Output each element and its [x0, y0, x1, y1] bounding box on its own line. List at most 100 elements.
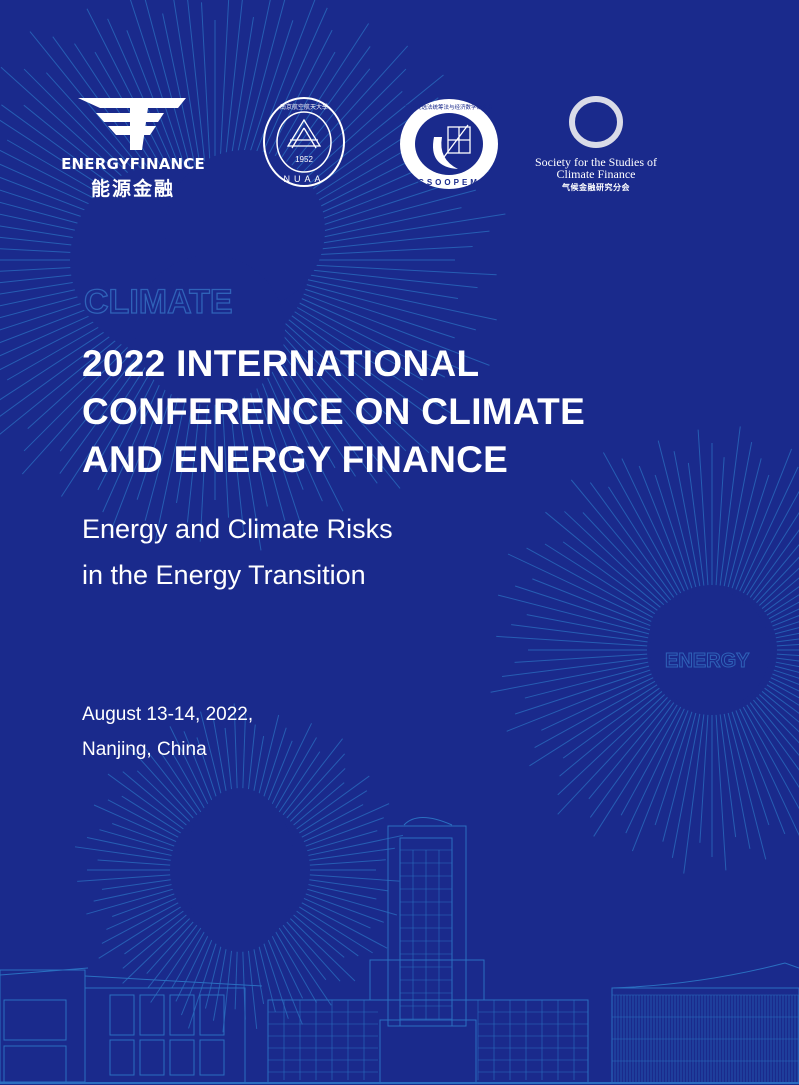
- sunburst-ray: [654, 474, 693, 589]
- sunburst-ray: [74, 43, 164, 181]
- sunburst-ray: [266, 339, 356, 477]
- sunburst-ray: [498, 594, 650, 635]
- ring-icon: [569, 96, 623, 148]
- sunburst-ray: [200, 2, 211, 166]
- sunburst-ray: [297, 307, 424, 381]
- sunburst-ray: [309, 879, 389, 892]
- sunburst-ray: [502, 657, 648, 678]
- sunburst-ray: [261, 936, 289, 1019]
- sunburst-ray: [265, 740, 293, 806]
- sunburst-ray: [731, 711, 770, 826]
- sunburst-ray: [631, 710, 689, 852]
- sunburst-ray: [772, 615, 799, 627]
- sunburst-ray: [278, 330, 384, 448]
- sunburst-ray: [749, 529, 799, 598]
- sunburst-ray: [774, 627, 799, 635]
- sunburst-ray: [288, 74, 444, 201]
- sunburst-ray: [570, 479, 671, 601]
- sunburst-ray: [296, 775, 370, 830]
- sunburst-ray: [0, 66, 145, 197]
- sunburst-ray: [557, 697, 668, 815]
- sunburst-ray: [306, 189, 476, 236]
- sunburst-ray: [265, 934, 303, 1025]
- sunburst-ray: [124, 910, 184, 955]
- sunburst-ray: [731, 474, 770, 589]
- sunburst-ray: [286, 921, 341, 982]
- sunburst-ray: [307, 207, 462, 241]
- sunburst-ray: [308, 213, 506, 246]
- sunburst-ray: [715, 714, 727, 871]
- sunburst-ray: [308, 884, 377, 900]
- sunburst-ray: [293, 782, 345, 826]
- sunburst-ray: [753, 699, 799, 756]
- sunburst-ray: [526, 547, 656, 620]
- sunburst-ray: [761, 577, 799, 609]
- sunburst-ray: [608, 486, 678, 596]
- sunburst-ray: [753, 544, 799, 601]
- sunburst-ray: [229, 16, 254, 167]
- sunburst-ray: [294, 311, 452, 415]
- event-location: Nanjing, China: [82, 739, 207, 760]
- sunburst-ray: [602, 452, 682, 594]
- sunburst-ray: [251, 735, 265, 802]
- sunburst-ray: [146, 921, 194, 974]
- sunburst-ray: [657, 440, 697, 588]
- sunburst-ray: [303, 803, 390, 842]
- sunburst-ray: [588, 699, 671, 800]
- sunburst-ray: [224, 727, 234, 801]
- sunburst-ray: [23, 326, 149, 452]
- sunburst-ray: [541, 677, 654, 731]
- sunburst-ray: [507, 553, 654, 623]
- sunburst-ray: [742, 490, 799, 594]
- sunburst-ray: [196, 737, 219, 804]
- energyfinance-logo: ENERGYFINANCE 能源金融: [48, 95, 218, 201]
- sunburst-ray: [719, 426, 741, 586]
- sunburst-ray: [625, 708, 685, 834]
- sunburst-ray: [301, 902, 388, 949]
- sunburst-ray: [278, 751, 321, 813]
- sunburst-ray: [589, 482, 675, 598]
- sunburst-ray: [285, 323, 430, 454]
- sunburst-ray: [746, 704, 799, 789]
- sunburst-ray: [687, 462, 705, 586]
- sunburst-ray: [175, 932, 210, 1002]
- building-window-grid: [267, 849, 799, 1084]
- sunburst-ray: [121, 795, 181, 834]
- sunburst-ray: [256, 714, 280, 803]
- nuaa-label: NUAA: [283, 174, 324, 184]
- sunburst-ray: [144, 0, 191, 169]
- sunburst-ray: [727, 458, 762, 588]
- sunburst-ray: [86, 888, 173, 915]
- sunburst-ray: [305, 893, 384, 923]
- sunburst-ray: [562, 687, 660, 759]
- sunburst-ray: [309, 859, 386, 866]
- sunburst-ray: [278, 45, 409, 190]
- sunburst-ray: [200, 711, 224, 803]
- sunburst-ray: [589, 702, 675, 818]
- sunburst-ray: [770, 677, 799, 692]
- nuaa-cn-label: 南京航空航天大學: [280, 103, 328, 111]
- sunburst-ray: [514, 585, 651, 631]
- sunburst-ray: [122, 914, 187, 969]
- sunburst-ray: [735, 448, 793, 590]
- sunburst-ray: [490, 661, 649, 693]
- sunburst-ray: [234, 0, 271, 168]
- sunburst-ray: [638, 465, 689, 590]
- sunburst-ray: [529, 684, 658, 767]
- sunburst-ray: [723, 713, 751, 849]
- sunburst-ray: [662, 712, 697, 842]
- sunburst-ray: [296, 910, 359, 957]
- sunburst-ray: [270, 46, 371, 184]
- sunburst-ray: [671, 713, 701, 858]
- subtitle-line-1: Energy and Climate Risks: [82, 514, 393, 544]
- sunburst-ray: [243, 20, 294, 170]
- sunburst-ray: [759, 567, 799, 606]
- sunburst-ray: [299, 790, 368, 834]
- nuaa-seal: 1952 NUAA 南京航空航天大學: [263, 97, 345, 187]
- sunburst-ray: [301, 804, 364, 838]
- sunburst-ray: [309, 245, 473, 256]
- sunburst-ray: [775, 661, 799, 668]
- sunburst-ray: [278, 927, 332, 1006]
- sunburst-ray: [544, 543, 658, 616]
- sunburst-ray: [654, 711, 693, 826]
